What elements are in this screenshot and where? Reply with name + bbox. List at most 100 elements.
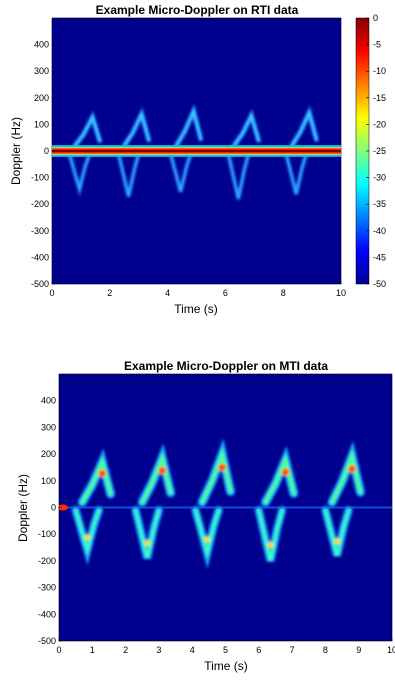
y-tick-label: -200	[38, 556, 56, 566]
colorbar-ticks: 0 -5 -10 -15 -20 -25 -30 -35 -40 -45 -50	[366, 13, 386, 289]
y-tick-label: 0	[51, 503, 56, 513]
trough-hotspot	[144, 540, 151, 547]
colorbar-tick-label: 0	[373, 13, 378, 23]
rti-chart-title: Example Micro-Doppler on RTI data	[96, 3, 299, 17]
gait-cycle-signature	[71, 448, 116, 566]
colorbar-tick-label: -10	[373, 66, 386, 76]
trough-hotspot	[84, 534, 91, 541]
rti-signatures	[51, 17, 342, 285]
x-tick-label: 4	[165, 288, 170, 298]
negative-stroke	[117, 152, 140, 197]
colorbar-tick-label: -45	[373, 252, 386, 262]
negative-stroke	[227, 152, 250, 200]
x-tick-label: 2	[107, 288, 112, 298]
mti-x-axis-label: Time (s)	[204, 659, 248, 673]
y-tick-label: -300	[31, 226, 49, 236]
trough-hotspot	[204, 536, 211, 543]
x-tick-label: 8	[323, 645, 328, 655]
positive-stroke	[74, 114, 101, 147]
negative-stroke	[194, 508, 221, 559]
rti-y-axis-label: Doppler (Hz)	[9, 117, 23, 185]
y-tick-label: 0	[44, 146, 49, 156]
peak-core	[100, 471, 105, 476]
colorbar-tick-label: -30	[373, 173, 386, 183]
negative-stroke	[323, 508, 351, 556]
positive-stroke	[290, 109, 318, 147]
colorbar-tick-label: -15	[373, 93, 386, 103]
start-hotspot	[58, 504, 68, 511]
gait-cycle-signature	[131, 443, 176, 560]
y-tick-label: -300	[38, 583, 56, 593]
y-tick-label: 100	[34, 119, 49, 129]
mti-chart: Example Micro-Doppler on MTI data 0 1 2 3 4 5…	[16, 359, 395, 673]
x-tick-label: 7	[290, 645, 295, 655]
y-tick-label: -400	[31, 252, 49, 262]
positive-stroke	[175, 108, 202, 147]
mti-y-axis-label: Doppler (Hz)	[16, 474, 30, 542]
mti-chart-title: Example Micro-Doppler on MTI data	[124, 359, 328, 373]
x-tick-label: 0	[49, 288, 54, 298]
gait-cycle-signature	[226, 108, 262, 200]
negative-stroke	[169, 152, 192, 192]
x-tick-label: 0	[56, 645, 61, 655]
y-tick-label: -100	[31, 173, 49, 183]
rti-chart: Example Micro-Doppler on RTI data 0 2 4 6 8 1…	[9, 3, 386, 316]
gait-cycle-signature	[191, 438, 235, 569]
gait-cycle-signature	[116, 106, 152, 197]
y-tick-label: 400	[34, 40, 49, 50]
y-tick-label: 200	[41, 449, 56, 459]
x-tick-label: 5	[223, 645, 228, 655]
colorbar-tick-label: -20	[373, 119, 386, 129]
y-tick-label: -200	[31, 199, 49, 209]
positive-stroke	[140, 451, 173, 505]
peak-core	[160, 468, 165, 473]
rti-x-axis-label: Time (s)	[174, 302, 218, 316]
y-tick-label: -500	[31, 279, 49, 289]
negative-stroke	[257, 508, 284, 562]
y-tick-label: 100	[41, 476, 56, 486]
gait-cycle-signature	[168, 103, 204, 193]
colorbar-tick-label: -50	[373, 279, 386, 289]
colorbar-tick-label: -5	[373, 40, 381, 50]
zero-band-center	[52, 149, 341, 153]
positive-stroke	[123, 111, 150, 147]
positive-stroke	[80, 456, 113, 505]
gait-cycle-signature	[321, 440, 365, 557]
y-tick-label: -100	[38, 529, 56, 539]
x-tick-label: 1	[90, 645, 95, 655]
mti-x-ticks: 0 1 2 3 4 5 6 7 8 9 10	[56, 638, 395, 655]
y-tick-label: -500	[38, 636, 56, 646]
x-tick-label: 4	[190, 645, 195, 655]
y-tick-label: 200	[34, 93, 49, 103]
x-tick-label: 6	[223, 288, 228, 298]
y-tick-label: -400	[38, 609, 56, 619]
peak-core	[283, 469, 288, 474]
y-tick-label: 300	[41, 422, 56, 432]
peak-core	[350, 466, 355, 471]
negative-stroke	[74, 508, 101, 556]
trough-hotspot	[334, 538, 341, 545]
gait-cycle-signature	[254, 445, 299, 562]
mti-y-ticks: -500 -400 -300 -200 -100 0 100 200 300 400	[38, 396, 62, 646]
colorbar-tick-label: -40	[373, 226, 386, 236]
positive-stroke	[263, 453, 296, 505]
colorbar-tick-label: -35	[373, 199, 386, 209]
positive-stroke	[233, 112, 260, 147]
zero-doppler-band	[52, 145, 341, 157]
gait-cycle-signature	[67, 110, 103, 198]
mti-signatures	[58, 373, 393, 642]
gait-cycle-signature	[284, 105, 319, 195]
x-tick-label: 6	[256, 645, 261, 655]
y-tick-label: 300	[34, 66, 49, 76]
positive-stroke	[330, 449, 363, 505]
negative-stroke	[68, 152, 91, 193]
x-tick-label: 8	[281, 288, 286, 298]
rti-x-ticks: 0 2 4 6 8 10	[49, 281, 346, 298]
peak-core	[220, 465, 225, 470]
positive-stroke	[200, 447, 233, 505]
trough-hotspot	[267, 541, 274, 548]
x-tick-label: 3	[156, 645, 161, 655]
x-tick-label: 2	[123, 645, 128, 655]
negative-stroke	[134, 508, 161, 559]
x-tick-label: 10	[387, 645, 395, 655]
